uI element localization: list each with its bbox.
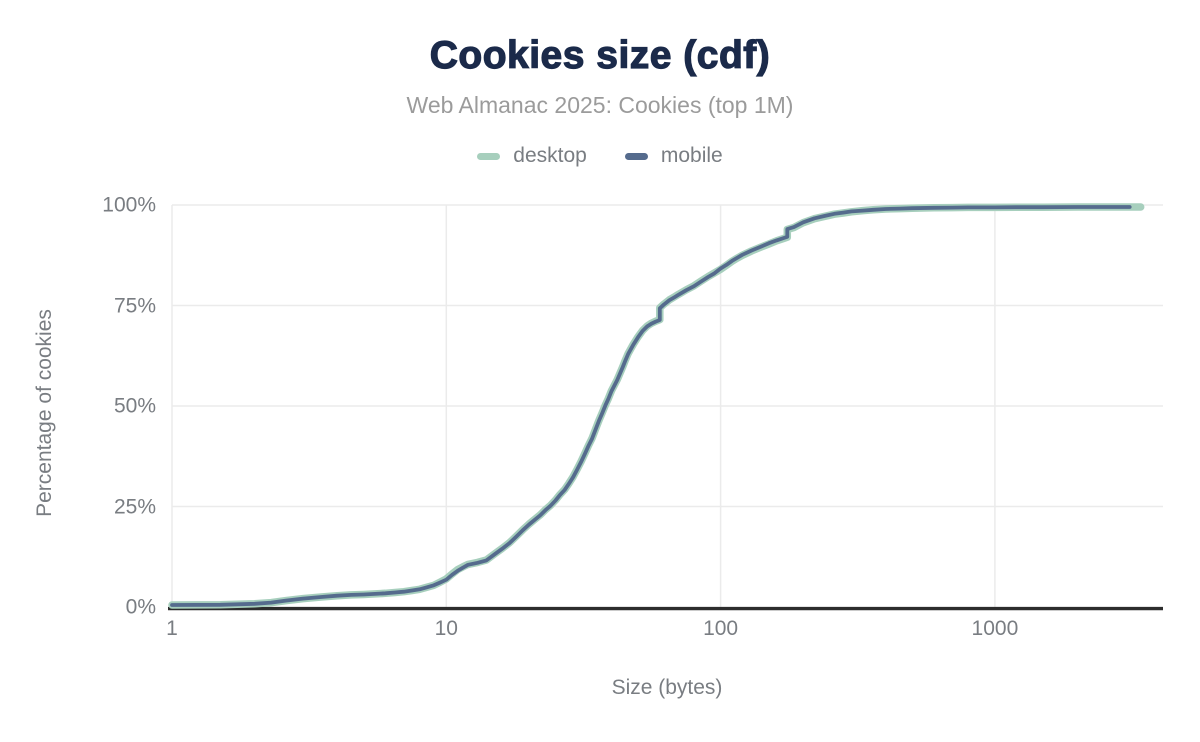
y-axis-title: Percentage of cookies xyxy=(33,309,56,517)
y-tick-label: 25% xyxy=(113,495,156,518)
x-tick-label: 1 xyxy=(166,617,178,640)
y-tick-label: 50% xyxy=(113,394,156,418)
legend-item-desktop: desktop xyxy=(477,144,587,168)
x-tick-label: 100 xyxy=(703,617,739,640)
y-tick-label: 100% xyxy=(102,193,156,217)
y-tick-label: 0% xyxy=(125,595,156,619)
legend-label: mobile xyxy=(660,144,723,167)
chart-title: Cookies size (cdf) xyxy=(429,33,771,77)
x-tick-label: 10 xyxy=(434,617,458,640)
series-line-mobile xyxy=(170,205,1132,607)
chart-subtitle: Web Almanac 2025: Cookies (top 1M) xyxy=(406,92,794,118)
legend-label: desktop xyxy=(513,144,587,167)
y-tick-label: 75% xyxy=(113,294,156,317)
legend-item-mobile: mobile xyxy=(624,144,723,168)
legend: desktop mobile xyxy=(0,144,1200,168)
x-axis-title: Size (bytes) xyxy=(611,676,723,699)
legend-swatch-icon xyxy=(477,152,501,160)
x-tick-label: 1000 xyxy=(971,617,1019,640)
legend-swatch-icon xyxy=(624,152,648,160)
